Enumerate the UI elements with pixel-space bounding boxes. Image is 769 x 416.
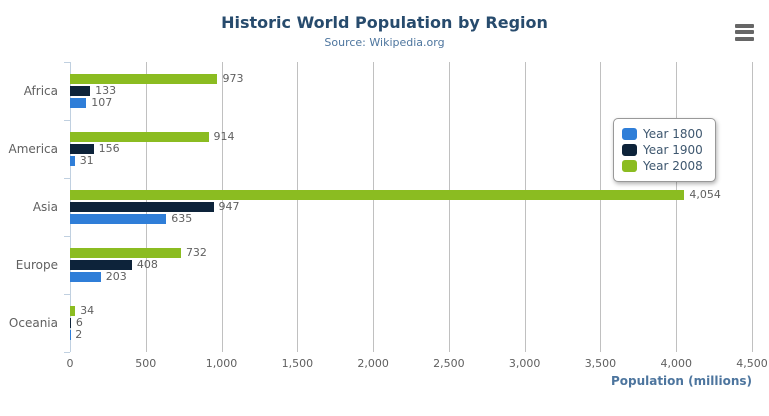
x-tick-label: 2,000	[357, 357, 389, 370]
x-tick-label: 3,000	[508, 357, 541, 370]
legend-item[interactable]: Year 1800	[622, 127, 703, 141]
bar[interactable]	[70, 318, 71, 328]
bar-value-label: 914	[213, 130, 235, 143]
x-tick-label: 500	[135, 357, 157, 370]
bar[interactable]	[70, 214, 167, 224]
x-axis-title: Population (millions)	[610, 374, 752, 388]
axis-tick	[64, 236, 70, 237]
gridline	[221, 62, 223, 352]
gridline	[752, 62, 753, 352]
bar[interactable]	[70, 132, 209, 142]
chart-subtitle: Source: Wikipedia.org	[324, 36, 445, 49]
axis-tick	[64, 352, 70, 353]
bar[interactable]	[70, 248, 181, 258]
bar-value-label: 156	[98, 142, 120, 155]
bar-value-label: 133	[95, 84, 117, 97]
x-tick-label: 1,000	[205, 357, 238, 370]
axis-tick	[64, 120, 70, 121]
gridline	[676, 62, 678, 352]
bar-value-label: 4,054	[689, 188, 721, 201]
category-label: America	[8, 141, 59, 156]
legend-item[interactable]: Year 1900	[622, 143, 703, 157]
x-tick-label: 0	[66, 357, 74, 370]
bar-value-label: 947	[218, 200, 240, 213]
chart-title: Historic World Population by Region	[221, 13, 548, 32]
gridline	[524, 62, 526, 352]
gridline	[297, 62, 299, 352]
legend-item[interactable]: Year 2008	[622, 159, 703, 173]
bar-value-label: 6	[75, 316, 83, 329]
x-axis-tick-labels: 0 500 1,000 1,500 2,000 2,500 3,000 3,500 4,000 4…	[0, 357, 769, 373]
legend: Year 1800 Year 1900 Year 2008	[613, 118, 716, 182]
legend-item-label: Year 1900	[643, 143, 703, 157]
bar-value-label: 408	[136, 258, 158, 271]
x-tick-label: 4,000	[660, 357, 692, 370]
axis-tick	[64, 178, 70, 179]
y-axis-category-labels: Africa America Asia Europe Oceania	[0, 62, 64, 352]
legend-swatch	[622, 160, 637, 172]
bar-value-label: 973	[222, 72, 244, 85]
bar-value-label: 107	[91, 96, 113, 109]
bar[interactable]	[70, 260, 132, 270]
category-label: Oceania	[8, 315, 58, 330]
hamburger-icon	[732, 23, 756, 41]
bar-value-label: 2	[75, 328, 83, 341]
bar[interactable]	[70, 98, 87, 108]
bar[interactable]	[70, 74, 218, 84]
export-menu-button[interactable]	[730, 19, 758, 43]
bar[interactable]	[70, 202, 214, 212]
plot-area: 973 133 107 914 156 31 4,054 947 635 732 408 203 34 6…	[64, 62, 753, 353]
category-label: Asia	[32, 199, 58, 214]
x-tick-label: 3,500	[584, 357, 617, 370]
category-label: Africa	[23, 83, 58, 98]
bar[interactable]	[70, 190, 685, 200]
bar[interactable]	[70, 306, 76, 316]
category-label: Europe	[15, 257, 58, 272]
bar[interactable]	[70, 272, 101, 282]
x-tick-label: 2,500	[433, 357, 465, 370]
gridline	[373, 62, 375, 352]
bar[interactable]	[70, 86, 91, 96]
axis-tick	[64, 62, 70, 63]
x-tick-label: 4,500	[736, 357, 768, 370]
bar-value-label: 203	[105, 270, 127, 283]
gridline	[448, 62, 450, 352]
axis-tick	[64, 294, 70, 295]
x-tick-label: 1,500	[281, 357, 314, 370]
bar-value-label: 34	[80, 304, 95, 317]
bar[interactable]	[70, 144, 94, 154]
legend-item-label: Year 1800	[643, 127, 703, 141]
legend-swatch	[622, 128, 637, 140]
bar-value-label: 31	[79, 154, 94, 167]
legend-swatch	[622, 144, 637, 156]
bar-value-label: 732	[185, 246, 207, 259]
legend-item-label: Year 2008	[643, 159, 703, 173]
gridline	[600, 62, 602, 352]
bar[interactable]	[70, 156, 75, 166]
bar-value-label: 635	[171, 212, 193, 225]
